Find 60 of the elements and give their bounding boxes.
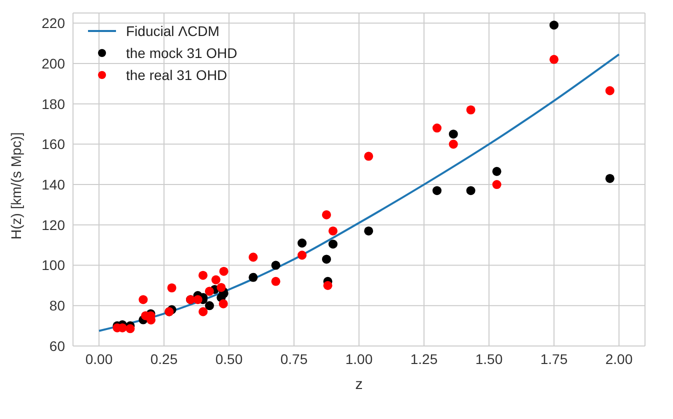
y-tick-label: 80 (49, 298, 66, 314)
point (126, 324, 135, 334)
point (466, 105, 476, 114)
point (549, 54, 559, 64)
point (219, 266, 228, 276)
point (448, 130, 458, 139)
point (298, 238, 307, 248)
x-tick-label: 0.25 (150, 350, 178, 367)
legend-label: Fiducial ΛCDM (126, 22, 220, 41)
point (138, 295, 148, 304)
point (198, 270, 208, 280)
point (216, 282, 226, 292)
point (328, 240, 338, 249)
point (271, 276, 280, 286)
point (605, 174, 614, 183)
point (204, 286, 214, 296)
point (448, 140, 458, 149)
x-tick-label: 0.50 (215, 350, 243, 367)
point (204, 301, 214, 310)
x-axis-title: z (355, 376, 363, 393)
point (432, 186, 442, 196)
x-tick-label: 1.00 (345, 350, 373, 367)
y-tick-label: 140 (42, 176, 66, 193)
point (218, 299, 228, 308)
point (322, 254, 332, 264)
y-tick-label: 200 (42, 55, 66, 72)
point (271, 260, 280, 270)
y-tick-label: 220 (42, 15, 66, 32)
y-tick-label: 180 (42, 96, 66, 112)
x-tick-label: 0.75 (280, 350, 308, 367)
point (167, 283, 176, 292)
y-tick-label: 100 (42, 257, 66, 274)
point (364, 226, 374, 236)
point (248, 252, 258, 262)
y-tick-label: 60 (49, 338, 66, 354)
legend-label: the real 31 OHD (126, 66, 228, 85)
y-tick-label: 120 (42, 216, 66, 233)
point (248, 272, 258, 282)
point (605, 86, 614, 96)
point (492, 166, 502, 176)
point (211, 275, 220, 284)
legend-label: the mock 31 OHD (126, 44, 238, 63)
point (492, 180, 502, 190)
point (323, 280, 332, 290)
x-tick-label: 0.00 (85, 350, 113, 367)
point (466, 186, 476, 196)
x-tick-label: 1.50 (475, 350, 503, 367)
point (364, 152, 374, 161)
point (432, 124, 442, 133)
point (193, 295, 202, 304)
y-tick-label: 160 (42, 136, 66, 152)
point (549, 20, 559, 30)
x-tick-label: 1.25 (410, 350, 438, 367)
point (198, 307, 208, 316)
x-tick-label: 1.75 (540, 350, 568, 367)
point (322, 210, 332, 220)
x-tick-label: 2.00 (605, 350, 633, 367)
point (328, 226, 338, 236)
y-axis-title: H(z) [km/(s Mpc)] (8, 132, 24, 240)
point (298, 250, 307, 260)
